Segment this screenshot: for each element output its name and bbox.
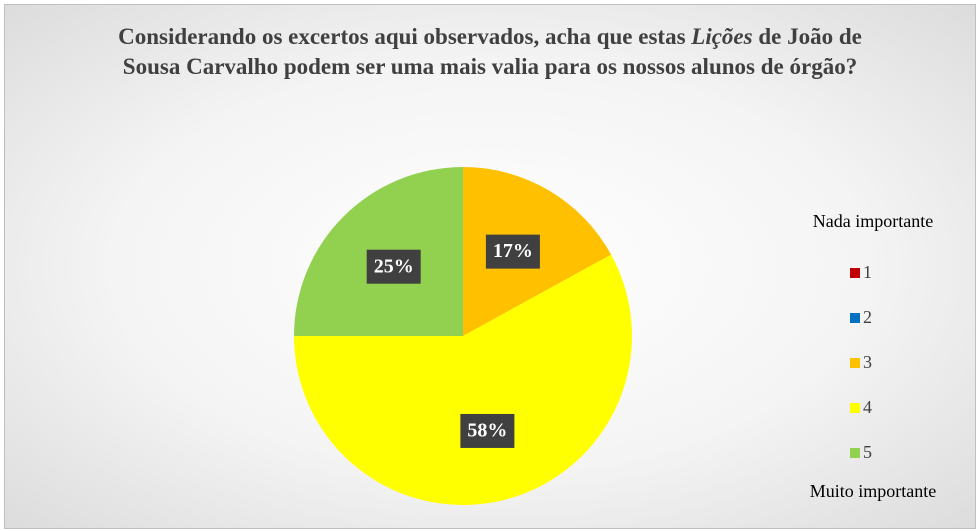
data-label: 17% — [493, 240, 533, 262]
legend-label: 5 — [863, 442, 872, 462]
legend-title: Nada importante — [813, 211, 933, 231]
data-label-box — [460, 413, 515, 448]
legend-label: 1 — [863, 262, 872, 282]
data-label-box — [485, 234, 540, 269]
legend-label: 3 — [863, 352, 872, 372]
legend-label: 4 — [863, 397, 872, 417]
legend-swatch — [850, 313, 860, 323]
legend-swatch — [850, 358, 860, 368]
data-label: 25% — [374, 255, 414, 277]
legend-label: 2 — [863, 307, 872, 327]
title-part: Lições — [691, 24, 753, 49]
legend-swatch — [850, 448, 860, 458]
data-label-box — [366, 249, 421, 284]
legend-footer: Muito importante — [810, 481, 936, 501]
legend-swatch — [850, 268, 860, 278]
chart-title: Considerando os excertos aqui observados… — [100, 22, 880, 82]
data-label: 58% — [467, 420, 507, 442]
title-part: Considerando os excertos aqui observados… — [118, 24, 692, 49]
legend-swatch — [850, 403, 860, 413]
title-part: de João de Sousa Carvalho podem ser uma … — [122, 24, 862, 79]
pie-slice — [294, 254, 632, 505]
